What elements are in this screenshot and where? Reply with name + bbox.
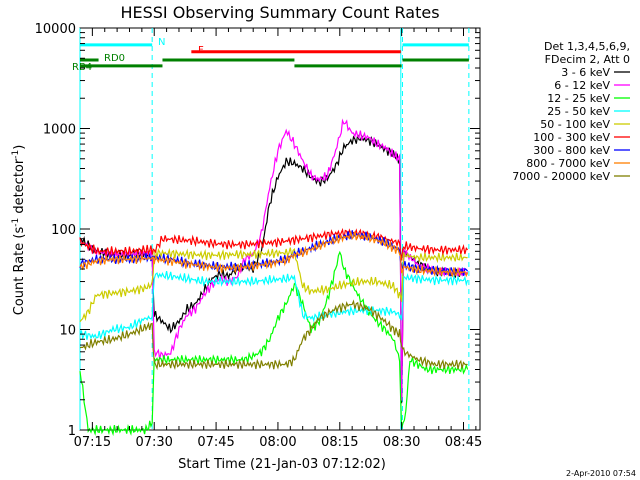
y-axis-label-part: detector: [12, 158, 27, 218]
series-line: [79, 270, 469, 341]
legend-entry: 50 - 100 keV: [540, 118, 610, 131]
legend-entry: 100 - 300 keV: [533, 131, 610, 144]
series-line: [79, 247, 468, 323]
legend: Det 1,3,4,5,6,9,FDecim 2, Att 03 - 6 keV…: [512, 40, 630, 183]
flag-label: RD0: [104, 53, 125, 64]
y-tick-label: 100: [51, 223, 76, 238]
x-axis-ticks: 07:15 07:30 07:45 08:00 08:15 08:30 08:45: [74, 28, 482, 450]
series-line: [79, 231, 469, 278]
x-axis-label: Start Time (21-Jan-03 07:12:02): [178, 457, 386, 472]
x-tick-label: 08:15: [321, 435, 358, 450]
series-line: [79, 227, 469, 261]
legend-entry: 25 - 50 keV: [547, 105, 610, 118]
legend-entry: 7000 - 20000 keV: [512, 170, 610, 183]
legend-entry: 3 - 6 keV: [561, 66, 610, 79]
footer-date: 2-Apr-2010 07:54: [566, 469, 636, 478]
x-tick-label: 07:45: [197, 435, 234, 450]
flag-label: N: [158, 37, 165, 48]
series-line: [79, 250, 469, 437]
legend-entry: 12 - 25 keV: [547, 92, 610, 105]
chart-title: HESSI Observing Summary Count Rates: [120, 3, 439, 22]
y-tick-label: 1000: [43, 123, 76, 138]
y-axis-label: Count Rate (s-1 detector-1): [11, 145, 27, 316]
x-tick-label: 08:30: [383, 435, 420, 450]
series-group: [79, 118, 469, 437]
legend-entry: 6 - 12 keV: [554, 79, 610, 92]
legend-header: FDecim 2, Att 0: [545, 53, 630, 66]
y-tick-label: 10000: [35, 22, 76, 37]
y-axis-label-sup: -1: [11, 150, 21, 159]
legend-entry: 300 - 800 keV: [533, 144, 610, 157]
flag-label: F: [198, 45, 204, 56]
plot-frame: [79, 27, 481, 431]
legend-entry: 800 - 7000 keV: [526, 157, 610, 170]
y-tick-label: 10: [59, 324, 76, 339]
y-axis-label-part: Count Rate (s: [12, 227, 27, 316]
x-tick-label: 07:30: [135, 435, 172, 450]
x-tick-label: 07:15: [74, 435, 111, 450]
y-tick-label: 1: [68, 424, 76, 439]
y-axis-label-sup: -1: [11, 218, 21, 227]
x-tick-label: 08:00: [259, 435, 296, 450]
legend-header: Det 1,3,4,5,6,9,: [544, 40, 630, 53]
y-axis-label-part: ): [12, 145, 27, 150]
x-tick-label: 08:45: [445, 435, 482, 450]
y-axis-ticks: 1 10 100 1000 10000: [35, 22, 480, 439]
vertical-markers: [79, 28, 470, 430]
series-line: [79, 299, 468, 371]
